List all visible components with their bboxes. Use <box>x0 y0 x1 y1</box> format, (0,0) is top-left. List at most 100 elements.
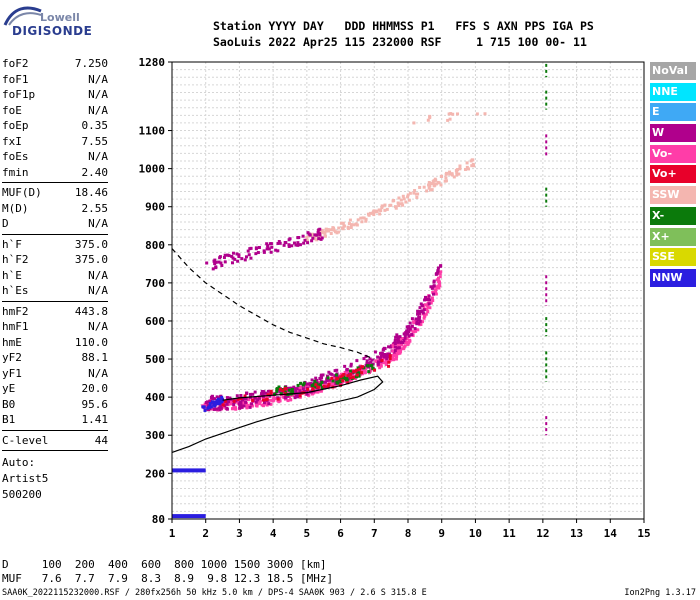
echo-point <box>261 398 265 402</box>
echo-point <box>465 161 469 165</box>
echo-point <box>394 357 398 361</box>
param-value: 95.6 <box>81 397 109 411</box>
param-value: 44 <box>94 433 108 447</box>
echo-point <box>404 200 408 204</box>
echo-point <box>215 395 219 399</box>
echo-point <box>220 263 224 267</box>
echo-point <box>286 399 290 403</box>
footer-distance-row: D 100 200 400 600 800 1000 1500 3000 [km… <box>2 558 327 571</box>
echo-point <box>365 361 369 365</box>
param-row: B0 95.6 <box>2 397 108 413</box>
echo-point <box>331 379 335 383</box>
echo-point <box>446 118 450 122</box>
divider <box>2 182 108 183</box>
echo-point <box>292 241 296 245</box>
echo-point <box>359 216 363 220</box>
echo-point <box>412 121 416 125</box>
echo-point <box>384 360 388 364</box>
echo-point <box>314 383 318 387</box>
param-key: foEp <box>2 119 29 132</box>
echo-point <box>465 165 469 169</box>
echo-point <box>407 325 411 329</box>
echo-point <box>391 354 395 358</box>
param-key: foF2 <box>2 57 29 70</box>
legend-item: Vo- <box>650 144 696 163</box>
echo-point <box>355 223 359 227</box>
echo-point <box>218 256 222 260</box>
echo-point <box>421 311 425 315</box>
echo-point <box>239 403 243 407</box>
echo-point <box>458 167 462 171</box>
echo-point <box>422 308 426 312</box>
echo-point <box>243 394 247 398</box>
lowell-logo: Lowell DIGISONDE <box>0 0 165 48</box>
echo-point <box>329 232 333 236</box>
echo-point <box>339 379 343 383</box>
echo-point <box>267 402 271 406</box>
echo-point <box>426 310 430 314</box>
echo-point <box>249 246 253 250</box>
param-value: N/A <box>88 103 108 117</box>
divider <box>2 233 108 235</box>
echo-point <box>360 365 364 369</box>
param-key: h`F2 <box>2 253 29 266</box>
echo-point <box>360 371 364 375</box>
echo-point <box>385 207 389 211</box>
param-value: 0.35 <box>81 119 109 132</box>
echo-point <box>225 396 229 400</box>
echo-point <box>316 390 320 394</box>
echo-point <box>369 360 373 364</box>
echo-point <box>253 390 257 394</box>
echo-point <box>449 112 453 116</box>
param-value: 20.0 <box>81 382 109 395</box>
echo-point <box>286 394 290 398</box>
echo-point <box>450 173 454 177</box>
echo-point <box>374 210 378 214</box>
echo-point <box>365 359 369 363</box>
echo-point <box>364 354 368 358</box>
echo-point <box>219 406 223 410</box>
echo-point <box>315 378 319 382</box>
echo-point <box>435 272 439 276</box>
echo-point <box>266 393 270 397</box>
echo-point <box>422 316 426 320</box>
echo-point <box>237 254 241 258</box>
echo-point <box>313 379 317 383</box>
echo-point <box>405 329 409 333</box>
param-key: M(D) <box>2 201 29 215</box>
echo-point <box>432 182 436 186</box>
echo-point <box>381 204 385 208</box>
echo-point <box>269 391 273 395</box>
echo-point <box>393 342 397 346</box>
echo-point <box>340 372 344 376</box>
echo-point <box>279 392 283 396</box>
echo-point <box>244 255 248 259</box>
echo-point <box>334 383 338 387</box>
echo-point <box>236 259 240 263</box>
echo-point <box>432 279 436 283</box>
echo-point <box>217 260 221 264</box>
echo-point <box>269 402 273 406</box>
echo-point <box>410 324 414 328</box>
echo-point <box>367 362 371 366</box>
echo-point <box>208 402 212 406</box>
echo-point <box>379 362 383 366</box>
echo-point <box>305 384 309 388</box>
echo-point <box>430 188 434 192</box>
echo-point <box>244 397 248 401</box>
echo-point <box>423 295 427 299</box>
echo-point <box>395 349 399 353</box>
echo-point <box>352 375 356 379</box>
y-tick-label: 200 <box>145 467 165 480</box>
echo-point <box>293 396 297 400</box>
divider <box>2 450 108 451</box>
y-tick-label: 80 <box>152 513 165 526</box>
echo-point <box>378 212 382 216</box>
echo-point <box>304 389 308 393</box>
echo-point <box>362 357 366 361</box>
echo-point <box>372 209 376 213</box>
param-key: foF1p <box>2 88 36 101</box>
echo-point <box>435 278 439 282</box>
echo-point <box>226 399 230 403</box>
echo-point <box>223 404 227 408</box>
